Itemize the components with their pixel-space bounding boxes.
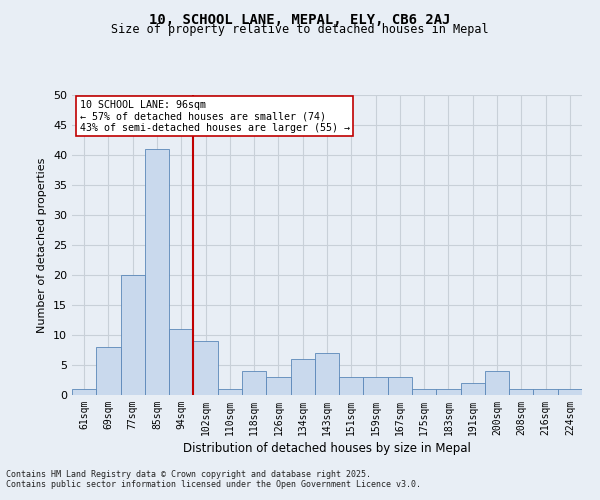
Text: 10, SCHOOL LANE, MEPAL, ELY, CB6 2AJ: 10, SCHOOL LANE, MEPAL, ELY, CB6 2AJ <box>149 12 451 26</box>
Bar <box>509 389 533 395</box>
Bar <box>412 389 436 395</box>
Bar <box>388 377 412 395</box>
Text: 10 SCHOOL LANE: 96sqm
← 57% of detached houses are smaller (74)
43% of semi-deta: 10 SCHOOL LANE: 96sqm ← 57% of detached … <box>80 100 350 132</box>
Bar <box>315 353 339 395</box>
Bar <box>169 329 193 395</box>
Bar <box>533 389 558 395</box>
Bar <box>436 389 461 395</box>
Bar <box>72 389 96 395</box>
Bar <box>193 341 218 395</box>
Bar <box>558 389 582 395</box>
Text: Contains HM Land Registry data © Crown copyright and database right 2025.: Contains HM Land Registry data © Crown c… <box>6 470 371 479</box>
Bar <box>242 371 266 395</box>
Bar <box>218 389 242 395</box>
Text: Contains public sector information licensed under the Open Government Licence v3: Contains public sector information licen… <box>6 480 421 489</box>
Y-axis label: Number of detached properties: Number of detached properties <box>37 158 47 332</box>
Bar <box>339 377 364 395</box>
Bar <box>121 275 145 395</box>
Bar <box>266 377 290 395</box>
Bar <box>461 383 485 395</box>
Bar <box>290 359 315 395</box>
Bar <box>96 347 121 395</box>
Bar <box>145 149 169 395</box>
X-axis label: Distribution of detached houses by size in Mepal: Distribution of detached houses by size … <box>183 442 471 455</box>
Bar <box>485 371 509 395</box>
Bar <box>364 377 388 395</box>
Text: Size of property relative to detached houses in Mepal: Size of property relative to detached ho… <box>111 22 489 36</box>
